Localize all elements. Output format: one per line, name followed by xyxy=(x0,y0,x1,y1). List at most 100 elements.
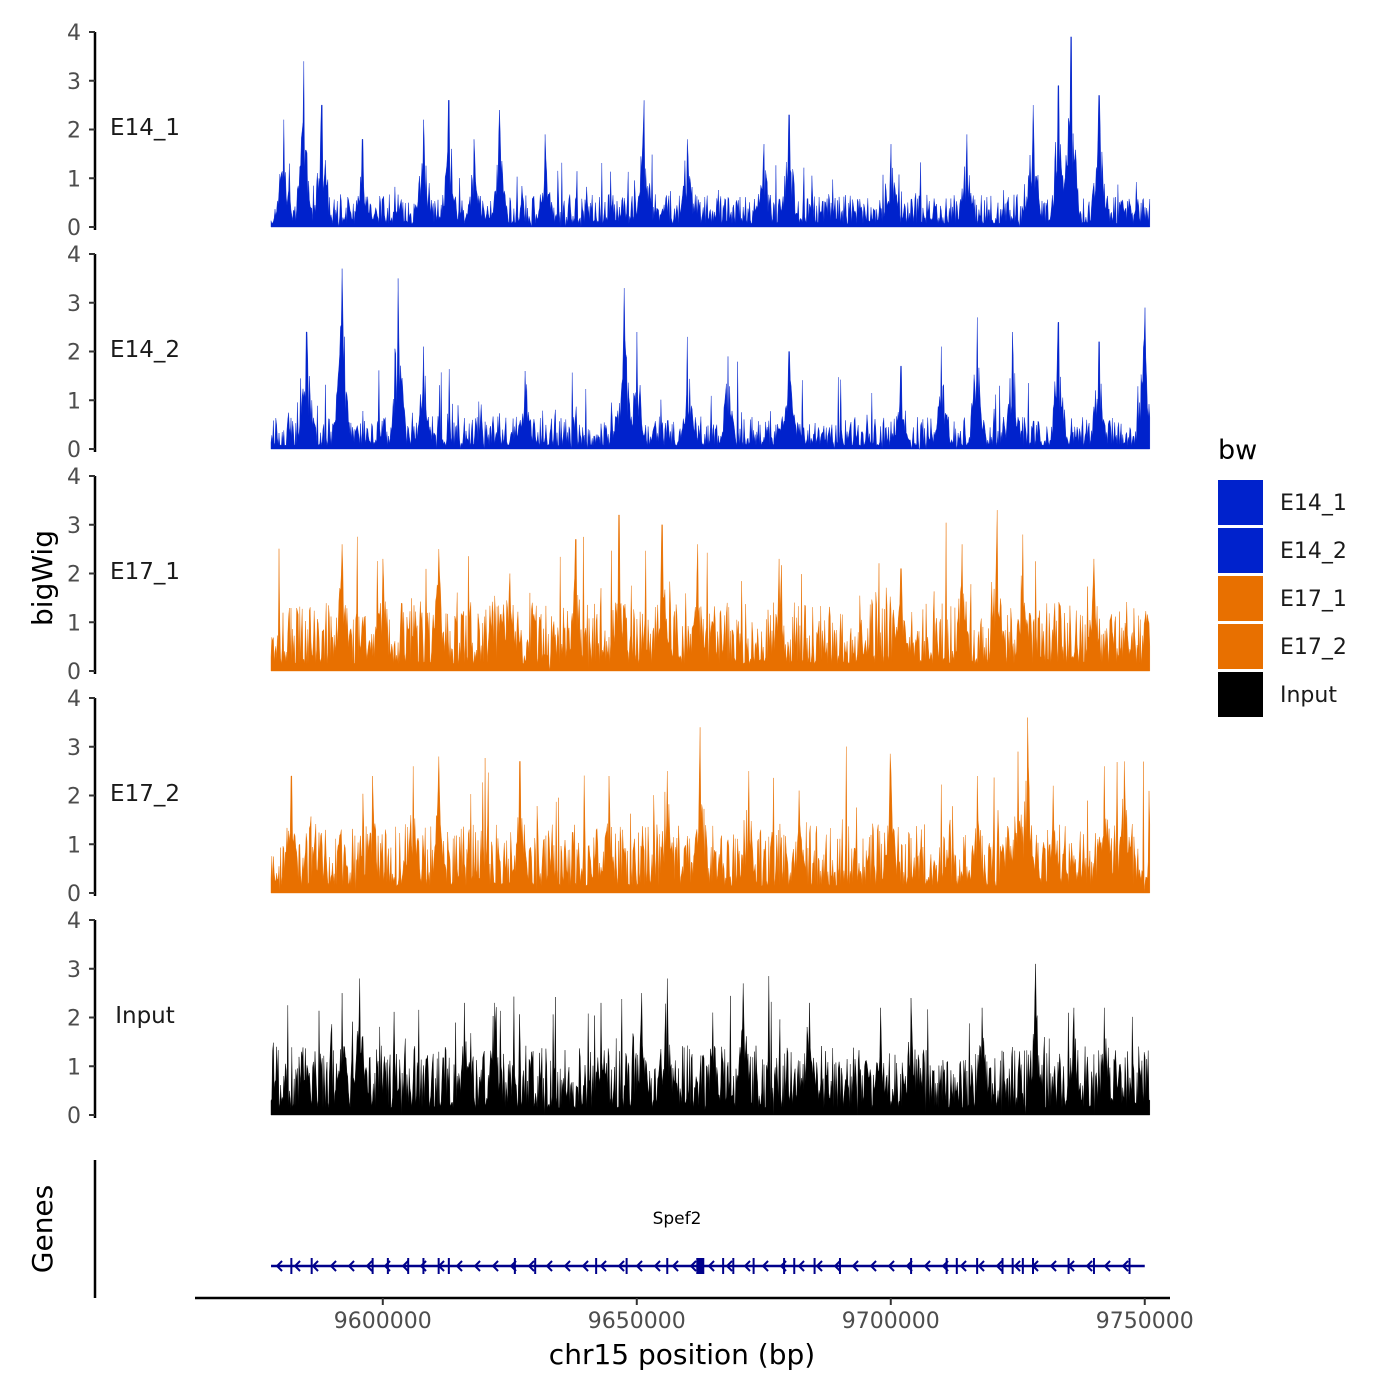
y-tick-label: 4 xyxy=(67,465,81,490)
legend: bw E14_1 E14_2 E17_1 E17_2 Input xyxy=(1218,435,1347,717)
strand-arrow xyxy=(365,1260,373,1272)
strand-arrow xyxy=(293,1260,301,1272)
gene-exon xyxy=(945,1258,948,1274)
gene-exon xyxy=(407,1258,410,1274)
strand-arrow xyxy=(689,1260,697,1272)
y-tick-label: 3 xyxy=(67,958,81,983)
y-tick-label: 3 xyxy=(67,514,81,539)
signal-area-Input xyxy=(270,963,1150,1116)
strand-arrow xyxy=(851,1260,859,1272)
track-panel-E14_2: 0 1 2 3 4 E14_2 xyxy=(67,243,1150,463)
gene-exon xyxy=(910,1258,913,1274)
y-tick-label: 0 xyxy=(67,438,81,463)
x-axis-title: chr15 position (bp) xyxy=(549,1338,815,1371)
y-tick-label: 2 xyxy=(67,341,81,366)
strand-arrow xyxy=(275,1260,283,1272)
gene-exon xyxy=(513,1258,516,1274)
legend-label: E14_2 xyxy=(1280,539,1347,564)
strand-arrow xyxy=(545,1260,553,1272)
gene-exon xyxy=(386,1258,389,1274)
legend-swatch xyxy=(1218,672,1263,717)
track-panel-E14_1: 0 1 2 3 4 E14_1 xyxy=(67,21,1150,241)
y-tick-label: 0 xyxy=(67,660,81,685)
gene-exon xyxy=(696,1258,705,1274)
gene-exon xyxy=(437,1258,440,1274)
gene-exon xyxy=(290,1258,293,1274)
signal-area-E14_2 xyxy=(270,268,1150,450)
strand-arrow xyxy=(329,1260,337,1272)
strand-arrow xyxy=(761,1260,769,1272)
track-label: E14_1 xyxy=(110,115,180,141)
strand-arrow xyxy=(743,1260,751,1272)
y-tick-label: 1 xyxy=(67,389,81,414)
legend-label: E17_2 xyxy=(1280,635,1347,660)
gene-exon xyxy=(838,1258,841,1274)
y-tick-label: 4 xyxy=(67,243,81,268)
strand-arrow xyxy=(1085,1260,1093,1272)
x-tick-label: 9750000 xyxy=(1096,1309,1194,1334)
signal-area-E14_1 xyxy=(270,36,1150,228)
strand-arrow xyxy=(635,1260,643,1272)
strand-arrow xyxy=(1121,1260,1129,1272)
track-panel-E17_2: 0 1 2 3 4 E17_2 xyxy=(67,687,1150,907)
legend-swatch xyxy=(1218,480,1263,525)
gene-exon xyxy=(752,1258,755,1274)
legend-swatch xyxy=(1218,528,1263,573)
x-tick-label: 9650000 xyxy=(588,1309,686,1334)
strand-arrow xyxy=(671,1260,679,1272)
strand-arrow xyxy=(869,1260,877,1272)
x-tick-label: 9600000 xyxy=(334,1309,432,1334)
strand-arrow xyxy=(491,1260,499,1272)
track-label: E17_2 xyxy=(110,781,180,807)
legend-swatch xyxy=(1218,576,1263,621)
legend-title: bw xyxy=(1218,435,1257,466)
gene-exon xyxy=(1001,1258,1004,1274)
gene-exon xyxy=(1128,1258,1131,1274)
strand-arrow xyxy=(725,1260,733,1272)
track-panel-Input: 0 1 2 3 4 Input xyxy=(67,909,1150,1129)
track-label: E17_1 xyxy=(110,559,180,585)
gene-exon xyxy=(722,1258,725,1274)
x-axis-ticks: 9600000 9650000 9700000 9750000 xyxy=(334,1298,1194,1334)
y-axis-title: bigWig xyxy=(26,530,59,626)
strand-arrow xyxy=(833,1260,841,1272)
legend-label: E17_1 xyxy=(1280,587,1347,612)
gene-name-label: Spef2 xyxy=(653,1209,702,1229)
strand-arrow xyxy=(581,1260,589,1272)
legend-label: Input xyxy=(1280,683,1337,708)
strand-arrow xyxy=(599,1260,607,1272)
y-tick-label: 2 xyxy=(67,785,81,810)
gene-model xyxy=(271,1258,1145,1274)
y-tick-label: 3 xyxy=(67,292,81,317)
strand-arrow xyxy=(977,1260,985,1272)
signal-area-E17_2 xyxy=(270,717,1150,894)
strand-arrow xyxy=(455,1260,463,1272)
strand-arrow xyxy=(653,1260,661,1272)
y-tick-label: 4 xyxy=(67,687,81,712)
y-tick-label: 0 xyxy=(67,1104,81,1129)
gene-exon xyxy=(666,1258,669,1274)
gene-exon xyxy=(955,1258,958,1274)
strand-arrow xyxy=(617,1260,625,1272)
gene-exon xyxy=(783,1258,786,1274)
gene-exon xyxy=(1032,1258,1035,1274)
y-tick-label: 1 xyxy=(67,167,81,192)
strand-arrow xyxy=(707,1260,715,1272)
gene-exon xyxy=(422,1258,425,1274)
strand-arrow xyxy=(401,1260,409,1272)
strand-arrow xyxy=(311,1260,319,1272)
gene-exon xyxy=(625,1258,628,1274)
gene-exon xyxy=(1021,1258,1024,1274)
gene-exon xyxy=(813,1258,816,1274)
y-tick-label: 2 xyxy=(67,119,81,144)
track-label: Input xyxy=(115,1003,175,1029)
gene-exon xyxy=(732,1258,735,1274)
gene-exon xyxy=(1011,1258,1014,1274)
y-tick-label: 2 xyxy=(67,563,81,588)
strand-arrow xyxy=(959,1260,967,1272)
x-axis: 9600000 9650000 9700000 9750000 chr15 posit… xyxy=(195,1296,1194,1371)
strand-arrow xyxy=(923,1260,931,1272)
gene-exon xyxy=(371,1258,374,1274)
